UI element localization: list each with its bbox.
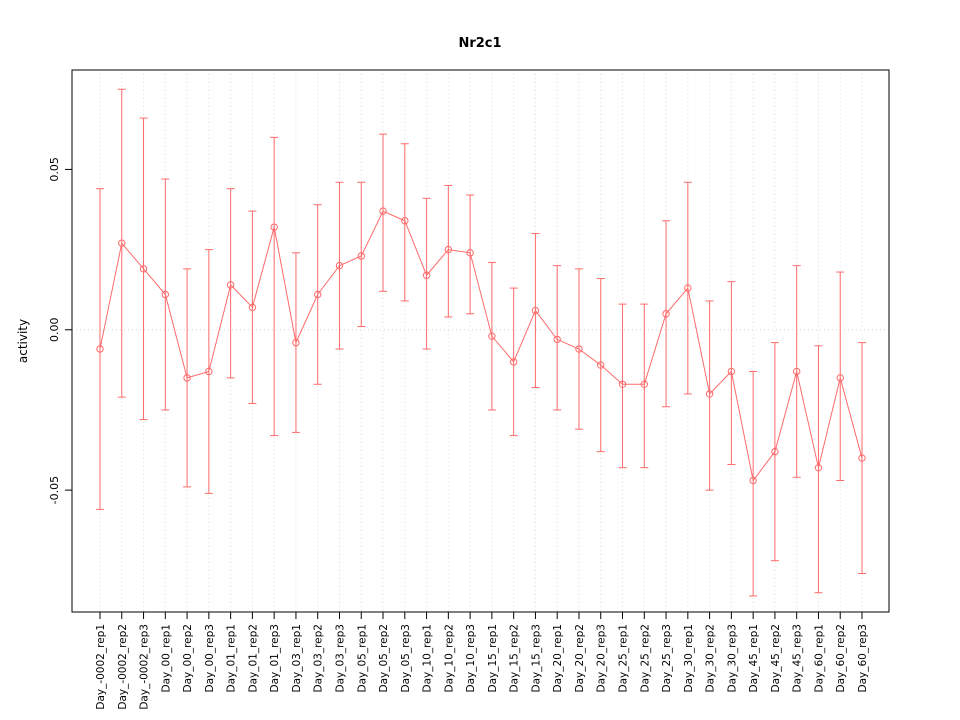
gridlines xyxy=(72,70,889,612)
series-line xyxy=(99,210,863,482)
data-point-marker xyxy=(248,303,257,312)
data-point-marker xyxy=(466,249,474,257)
data-point-marker xyxy=(161,290,170,299)
data-point-marker xyxy=(814,463,823,472)
x-tick-label: Day_30_rep3 xyxy=(726,624,738,693)
x-tick-label: Day_45_rep1 xyxy=(748,624,760,693)
x-tick-label: Day_25_rep3 xyxy=(661,624,673,693)
data-point-marker xyxy=(618,380,627,388)
data-point-marker xyxy=(335,261,344,270)
x-tick-label: Day_03_rep2 xyxy=(313,624,325,693)
data-point-marker xyxy=(96,345,104,353)
x-tick-label: Day_25_rep1 xyxy=(618,624,630,693)
data-point-marker xyxy=(422,271,431,279)
x-tick-label: Day_10_rep1 xyxy=(422,624,434,693)
data-point-marker xyxy=(379,207,387,215)
x-tick-label: Day_45_rep3 xyxy=(792,624,804,693)
x-tick-label: Day_60_rep2 xyxy=(835,624,847,693)
data-point-marker xyxy=(662,310,670,318)
x-tick-label: Day_-0002_rep1 xyxy=(95,624,107,710)
x-tick-label: Day_05_rep1 xyxy=(356,624,368,693)
x-tick-label: Day_15_rep1 xyxy=(487,624,499,693)
x-tick-label: Day_10_rep3 xyxy=(465,624,477,693)
data-point-marker xyxy=(118,239,126,247)
data-point-marker xyxy=(597,361,605,369)
x-tick-label: Day_30_rep2 xyxy=(705,624,717,693)
y-tick-label: -0.05 xyxy=(48,476,61,504)
x-tick-label: Day_25_rep2 xyxy=(639,624,651,693)
data-point-marker xyxy=(226,281,235,289)
x-tick-label: Day_15_rep3 xyxy=(530,624,542,693)
axes: -0.05 0.00 0.05 Day_-0002_rep1 Day_-0002_rep… xyxy=(48,69,890,710)
data-point-marker xyxy=(401,217,409,225)
x-tick-label: Day_03_rep3 xyxy=(334,624,346,693)
x-tick-label: Day_00_rep2 xyxy=(182,624,194,693)
data-point-marker xyxy=(727,367,736,376)
x-tick-label: Day_01_rep1 xyxy=(226,624,238,693)
data-point-marker xyxy=(575,345,583,353)
data-point-marker xyxy=(357,252,365,260)
data-point-marker xyxy=(314,290,322,299)
x-tick-label: Day_05_rep2 xyxy=(378,624,390,693)
data-point-marker xyxy=(684,284,692,292)
data-series xyxy=(96,88,866,597)
x-tick-label: Day_20_rep2 xyxy=(574,624,586,693)
x-tick-label: Day_20_rep3 xyxy=(596,624,608,693)
x-tick-label: Day_10_rep2 xyxy=(443,624,455,693)
data-point-marker xyxy=(836,374,844,382)
data-point-marker xyxy=(531,306,540,315)
data-point-marker xyxy=(792,367,801,376)
data-point-marker xyxy=(488,332,496,340)
y-tick-label: 0.00 xyxy=(48,318,61,343)
x-tick-label: Day_45_rep2 xyxy=(770,624,782,693)
x-tick-label: Day_20_rep1 xyxy=(552,624,564,693)
data-point-marker xyxy=(640,380,648,388)
data-point-marker xyxy=(270,223,278,231)
data-point-marker xyxy=(858,454,866,462)
x-tick-label: Day_15_rep2 xyxy=(509,624,521,693)
x-tick-label: Day_00_rep3 xyxy=(204,624,216,693)
x-tick-label: Day_60_rep1 xyxy=(813,624,825,693)
data-point-marker xyxy=(205,367,213,376)
x-tick-label: Day_00_rep1 xyxy=(160,624,172,693)
x-tick-label: Day_05_rep3 xyxy=(400,624,412,693)
y-tick-label: 0.05 xyxy=(48,157,61,182)
data-point-marker xyxy=(771,447,779,456)
x-tick-label: Day_-0002_rep3 xyxy=(139,624,151,710)
x-tick-label: Day_01_rep2 xyxy=(247,624,259,693)
chart-title: Nr2c1 xyxy=(458,36,501,51)
data-point-marker xyxy=(292,338,300,347)
data-point-marker xyxy=(553,335,561,344)
data-point-marker xyxy=(749,476,757,485)
data-point-marker xyxy=(705,390,714,398)
x-tick-label: Day_03_rep1 xyxy=(291,624,303,693)
data-point-marker xyxy=(139,265,148,273)
x-tick-label: Day_01_rep3 xyxy=(269,624,281,693)
y-axis-label: activity xyxy=(16,319,30,363)
data-point-marker xyxy=(183,374,191,382)
data-point-marker xyxy=(509,358,518,366)
plot-border xyxy=(71,69,890,613)
data-point-marker xyxy=(444,245,453,254)
x-tick-label: Day_-0002_rep2 xyxy=(117,624,129,710)
x-tick-label: Day_30_rep1 xyxy=(683,624,695,693)
x-tick-label: Day_60_rep3 xyxy=(857,624,869,693)
